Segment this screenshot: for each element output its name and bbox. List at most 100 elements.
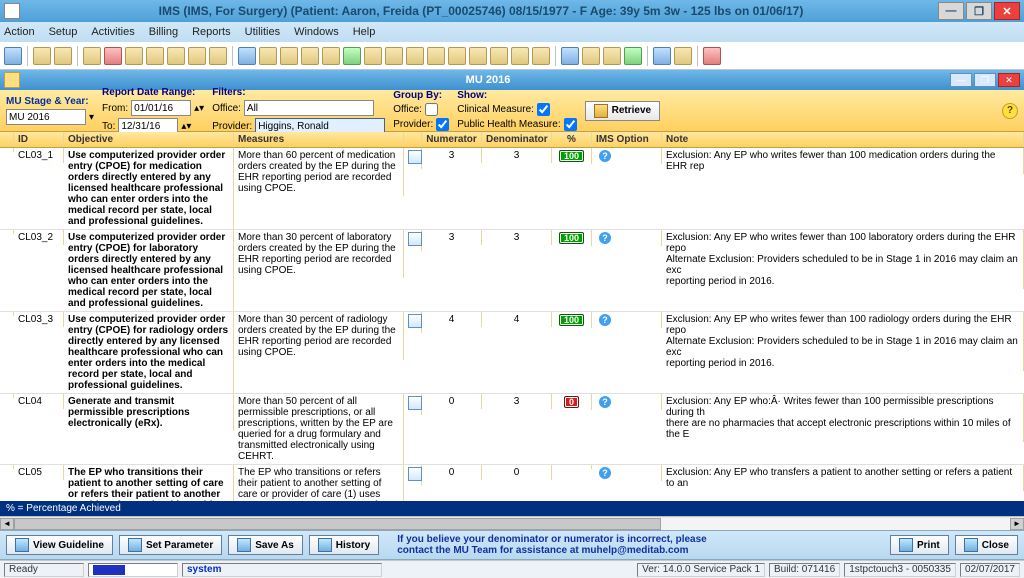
document-icon[interactable] xyxy=(408,467,422,481)
publichealth-checkbox[interactable] xyxy=(564,118,577,131)
toolbar-icon[interactable] xyxy=(490,47,508,65)
table-row[interactable]: CL04 Generate and transmit permissible p… xyxy=(0,394,1024,465)
col-ims[interactable]: IMS Option xyxy=(592,132,662,147)
retrieve-button[interactable]: Retrieve xyxy=(585,101,660,121)
view-guideline-button[interactable]: View Guideline xyxy=(6,535,113,555)
menu-activities[interactable]: Activities xyxy=(91,26,134,38)
toolbar-icon[interactable] xyxy=(511,47,529,65)
toolbar-icon[interactable] xyxy=(209,47,227,65)
percent-badge: 0 xyxy=(564,396,579,408)
gb-office-checkbox[interactable] xyxy=(425,103,438,116)
toolbar-icon[interactable] xyxy=(83,47,101,65)
clinical-checkbox[interactable] xyxy=(537,103,550,116)
table-row[interactable]: CL03_2 Use computerized provider order e… xyxy=(0,230,1024,312)
close-window-button[interactable]: Close xyxy=(955,535,1018,555)
history-button[interactable]: History xyxy=(309,535,379,555)
subwin-maximize[interactable]: ❐ xyxy=(974,73,996,87)
menu-help[interactable]: Help xyxy=(353,26,376,38)
toolbar-icon[interactable] xyxy=(238,47,256,65)
toolbar-icon[interactable] xyxy=(364,47,382,65)
toolbar-icon[interactable] xyxy=(674,47,692,65)
toolbar-icon[interactable] xyxy=(343,47,361,65)
info-icon[interactable]: ? xyxy=(599,232,611,244)
info-icon[interactable]: ? xyxy=(599,314,611,326)
toolbar-icon[interactable] xyxy=(582,47,600,65)
toolbar-icon[interactable] xyxy=(54,47,72,65)
toolbar-icon[interactable] xyxy=(259,47,277,65)
col-percent[interactable]: % xyxy=(552,132,592,147)
menu-utilities[interactable]: Utilities xyxy=(245,26,280,38)
info-icon[interactable]: ? xyxy=(599,396,611,408)
table-row[interactable]: CL05 The EP who transitions their patien… xyxy=(0,465,1024,501)
percent-badge: 100 xyxy=(559,150,584,162)
table-row[interactable]: CL03_3 Use computerized provider order e… xyxy=(0,312,1024,394)
col-denominator[interactable]: Denominator xyxy=(482,132,552,147)
scroll-thumb[interactable] xyxy=(14,518,661,530)
toolbar-icon[interactable] xyxy=(653,47,671,65)
toolbar-icon[interactable] xyxy=(385,47,403,65)
gb-provider-checkbox[interactable] xyxy=(436,118,449,131)
close-icon xyxy=(964,538,978,552)
toolbar-icon[interactable] xyxy=(188,47,206,65)
cell-id: CL03_2 xyxy=(14,230,64,245)
scroll-left-icon[interactable]: ◄ xyxy=(0,518,14,530)
spinner-icon[interactable]: ▴▾ xyxy=(181,121,191,132)
toolbar-icon[interactable] xyxy=(624,47,642,65)
toolbar-icon[interactable] xyxy=(469,47,487,65)
col-numerator[interactable]: Numerator xyxy=(422,132,482,147)
menu-setup[interactable]: Setup xyxy=(49,26,78,38)
print-button[interactable]: Print xyxy=(890,535,949,555)
toolbar-icon[interactable] xyxy=(703,47,721,65)
subwin-close[interactable]: ✕ xyxy=(998,73,1020,87)
minimize-button[interactable]: — xyxy=(938,2,964,20)
menu-action[interactable]: Action xyxy=(4,26,35,38)
toolbar-icon[interactable] xyxy=(322,47,340,65)
toolbar-icon[interactable] xyxy=(301,47,319,65)
col-objective[interactable]: Objective xyxy=(64,132,234,147)
toolbar-icon[interactable] xyxy=(406,47,424,65)
toolbar-icon[interactable] xyxy=(280,47,298,65)
dropdown-icon[interactable]: ▾ xyxy=(89,112,94,123)
cell-ims: ? xyxy=(592,148,662,164)
toolbar-icon[interactable] xyxy=(427,47,445,65)
info-icon[interactable]: ? xyxy=(599,150,611,162)
toolbar-icon[interactable] xyxy=(104,47,122,65)
toolbar-icon[interactable] xyxy=(561,47,579,65)
help-icon[interactable]: ? xyxy=(1002,103,1018,119)
stage-select[interactable] xyxy=(6,109,86,125)
scroll-right-icon[interactable]: ► xyxy=(1010,518,1024,530)
horizontal-scrollbar[interactable]: ◄ ► xyxy=(0,516,1024,530)
document-icon[interactable] xyxy=(408,396,422,410)
save-as-button[interactable]: Save As xyxy=(228,535,303,555)
toolbar-icon[interactable] xyxy=(448,47,466,65)
office-input[interactable] xyxy=(244,100,374,116)
toolbar-icon[interactable] xyxy=(167,47,185,65)
col-measures[interactable]: Measures xyxy=(234,132,404,147)
toolbar-icon[interactable] xyxy=(146,47,164,65)
title-text: IMS (IMS, For Surgery) (Patient: Aaron, … xyxy=(26,4,936,18)
col-id[interactable]: ID xyxy=(14,132,64,147)
toolbar-icon[interactable] xyxy=(125,47,143,65)
menu-reports[interactable]: Reports xyxy=(192,26,231,38)
toolbar-icon[interactable] xyxy=(4,47,22,65)
set-parameter-button[interactable]: Set Parameter xyxy=(119,535,222,555)
from-date-input[interactable] xyxy=(131,100,191,116)
menu-billing[interactable]: Billing xyxy=(149,26,178,38)
percentage-bar: % = Percentage Achieved xyxy=(0,501,1024,516)
subwin-minimize[interactable]: — xyxy=(950,73,972,87)
maximize-button[interactable]: ❐ xyxy=(966,2,992,20)
document-icon[interactable] xyxy=(408,232,422,246)
toolbar-icon[interactable] xyxy=(532,47,550,65)
toolbar-icon[interactable] xyxy=(603,47,621,65)
document-icon[interactable] xyxy=(408,314,422,328)
info-icon[interactable]: ? xyxy=(599,467,611,479)
toolbar-icon[interactable] xyxy=(33,47,51,65)
menu-windows[interactable]: Windows xyxy=(294,26,339,38)
col-note[interactable]: Note xyxy=(662,132,1024,147)
close-button[interactable]: ✕ xyxy=(994,2,1020,20)
spinner-icon[interactable]: ▴▾ xyxy=(194,103,204,114)
table-row[interactable]: CL03_1 Use computerized provider order e… xyxy=(0,148,1024,230)
grid: ID Objective Measures Numerator Denomina… xyxy=(0,132,1024,501)
menubar: Action Setup Activities Billing Reports … xyxy=(0,22,1024,42)
document-icon[interactable] xyxy=(408,150,422,164)
